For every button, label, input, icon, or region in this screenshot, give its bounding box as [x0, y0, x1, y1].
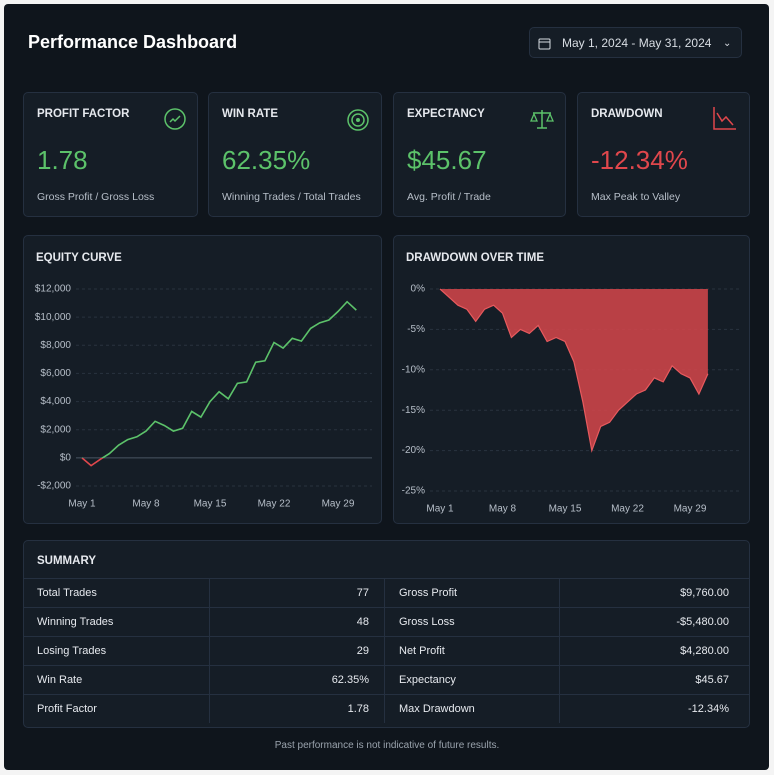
chevron: ⌄: [723, 38, 732, 49]
row-label: Net Profit: [399, 645, 445, 657]
card-value: -12.34%: [591, 145, 688, 175]
row-label: Profit Factor: [37, 703, 97, 715]
card-title: EXPECTANCY: [407, 108, 485, 120]
date-picker[interactable]: May 1, 2024 - May 31, 2024 ⌄: [529, 27, 742, 58]
column-divider: [209, 608, 210, 636]
page-title: Performance Dashboard: [28, 32, 238, 52]
column-divider: [559, 608, 560, 636]
row-value: $9,760.00: [680, 587, 729, 599]
column-divider: [559, 637, 560, 665]
column-divider: [559, 666, 560, 694]
column-divider: [209, 637, 210, 665]
row-divider: [24, 578, 749, 579]
row-divider: [24, 636, 749, 637]
footer: Past performance is not indicative of fu…: [274, 740, 500, 751]
column-divider: [384, 579, 385, 607]
card-title: WIN RATE: [222, 108, 279, 120]
row-value: $4,280.00: [680, 645, 729, 657]
column-divider: [209, 579, 210, 607]
column-divider: [209, 695, 210, 723]
card-value: 1.78: [37, 145, 88, 175]
chart-panel: [23, 235, 382, 524]
target-icon: [347, 109, 369, 131]
card: PROFIT FACTOR 1.78 Gross Profit / Gross …: [23, 92, 198, 217]
column-divider: [559, 579, 560, 607]
column-divider: [384, 666, 385, 694]
calendar-icon: [538, 38, 551, 50]
column-divider: [209, 666, 210, 694]
row-label: Winning Trades: [37, 616, 114, 628]
column-divider: [384, 608, 385, 636]
scale-icon: [530, 110, 554, 129]
row-label: Gross Loss: [399, 616, 455, 628]
card-title: PROFIT FACTOR: [37, 108, 130, 120]
trend-icon: [164, 108, 186, 130]
row-value: 1.78: [347, 703, 369, 715]
row-value: $45.67: [695, 674, 729, 686]
summary-title: SUMMARY: [37, 555, 96, 567]
card-title: DRAWDOWN: [591, 108, 663, 120]
card-subtitle: Avg. Profit / Trade: [407, 191, 491, 203]
row-value: 48: [356, 616, 369, 628]
row-value: 77: [356, 587, 369, 599]
row-label: Max Drawdown: [399, 703, 475, 715]
card-value: $45.67: [407, 145, 487, 175]
card-subtitle: Max Peak to Valley: [591, 191, 681, 203]
row-value: -$5,480.00: [676, 616, 729, 628]
card: WIN RATE 62.35% Winning Trades / Total T…: [208, 92, 382, 217]
card-subtitle: Gross Profit / Gross Loss: [37, 191, 155, 203]
row-label: Gross Profit: [399, 587, 458, 599]
card-subtitle: Winning Trades / Total Trades: [222, 191, 361, 203]
column-divider: [559, 695, 560, 723]
chart-panel: [393, 235, 750, 524]
row-divider: [24, 694, 749, 695]
column-divider: [384, 637, 385, 665]
card: EXPECTANCY $45.67 Avg. Profit / Trade: [393, 92, 566, 217]
row-divider: [24, 607, 749, 608]
date-range: May 1, 2024 - May 31, 2024: [562, 36, 712, 50]
card-value: 62.35%: [222, 145, 311, 175]
row-label: Total Trades: [37, 587, 97, 599]
card: DRAWDOWN -12.34% Max Peak to Valley: [577, 92, 750, 217]
row-value: 29: [356, 645, 369, 657]
row-value: 62.35%: [331, 674, 369, 686]
row-divider: [24, 665, 749, 666]
row-value: -12.34%: [688, 703, 729, 715]
row-label: Losing Trades: [37, 645, 107, 657]
summary-panel: SUMMARY Total Trades 77 Gross Profit $9,760…: [23, 540, 750, 728]
column-divider: [384, 695, 385, 723]
downtrend-icon: [713, 107, 736, 130]
row-label: Expectancy: [399, 674, 456, 686]
row-label: Win Rate: [37, 674, 83, 686]
